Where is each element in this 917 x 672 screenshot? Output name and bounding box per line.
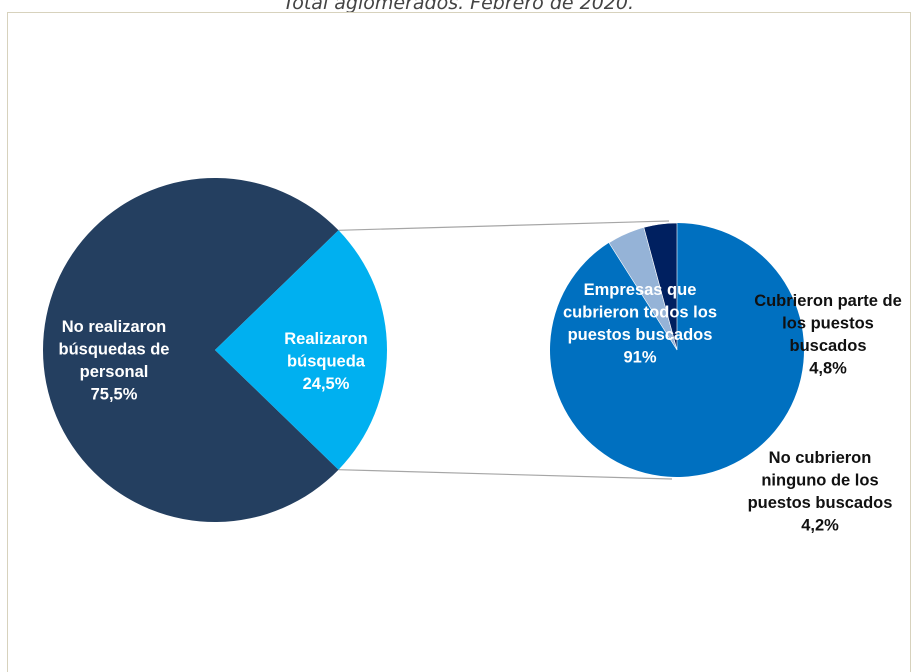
connector-line-bottom <box>338 469 673 480</box>
label-cubrieron-todos: Empresas que cubrieron todos los puestos b… <box>563 281 717 367</box>
slice-realizaron <box>215 230 387 470</box>
chart-frame <box>7 12 911 672</box>
connector-line-top <box>338 220 670 231</box>
label-no-cubrieron: No cubrieron ninguno de los puestos buscad… <box>748 449 893 535</box>
slice-no-cubrieron <box>643 222 678 351</box>
slice-no-realizaron <box>42 177 339 523</box>
chart-title: Total aglomerados. Febrero de 2020. <box>282 0 635 14</box>
label-realizaron: Realizaron búsqueda 24,5% <box>284 330 367 393</box>
label-cubrieron-parte: Cubrieron parte de los puestos buscados 4,8… <box>754 292 902 378</box>
label-no-realizaron: No realizaron búsquedas de personal 75,5% <box>59 318 170 404</box>
